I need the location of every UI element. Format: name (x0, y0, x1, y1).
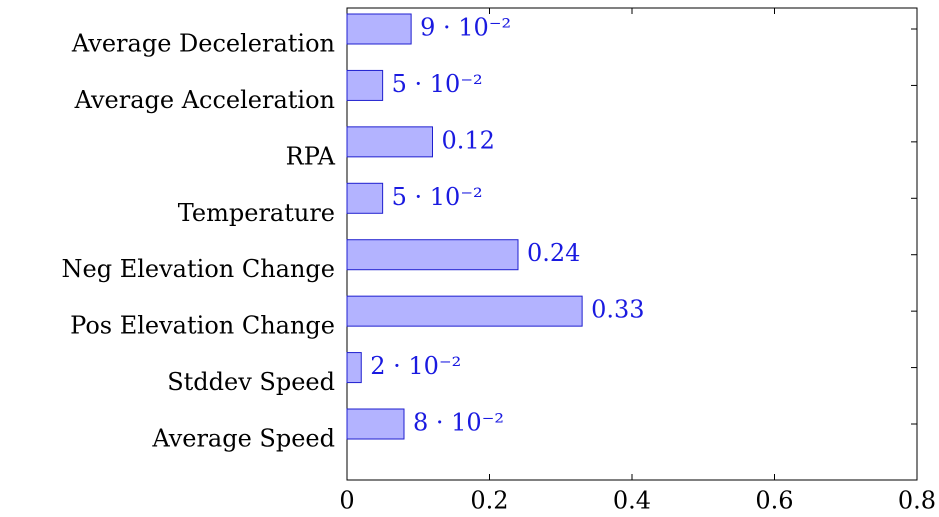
y-tick-label: Average Acceleration (74, 86, 335, 114)
y-tick-label: Stddev Speed (167, 368, 335, 396)
bar (346, 126, 433, 158)
bar (346, 295, 583, 327)
value-label: 0.12 (442, 126, 495, 154)
value-label: 9 · 10⁻² (420, 14, 511, 42)
bar (346, 69, 384, 101)
x-tick-label: 0.2 (470, 487, 508, 515)
bar (346, 13, 412, 45)
value-label: 2 · 10⁻² (370, 352, 461, 380)
value-label: 8 · 10⁻² (413, 409, 504, 437)
x-tick-label: 0.8 (898, 487, 936, 515)
bar (346, 182, 384, 214)
value-label: 5 · 10⁻² (392, 183, 483, 211)
value-label: 5 · 10⁻² (392, 70, 483, 98)
x-tick-label: 0.6 (755, 487, 793, 515)
y-tick-label: Pos Elevation Change (70, 312, 335, 340)
bar (346, 239, 519, 271)
y-tick-label: RPA (286, 142, 336, 170)
value-label: 0.24 (527, 239, 580, 267)
x-tick-label: 0 (339, 487, 354, 515)
y-tick-label: Average Speed (151, 425, 335, 453)
y-tick-label: Average Deceleration (71, 30, 335, 58)
y-tick-label: Neg Elevation Change (62, 255, 335, 283)
x-tick-label: 0.4 (613, 487, 651, 515)
bar (346, 352, 362, 384)
y-tick-label: Temperature (178, 199, 335, 227)
bar (346, 408, 405, 440)
value-label: 0.33 (591, 296, 644, 324)
